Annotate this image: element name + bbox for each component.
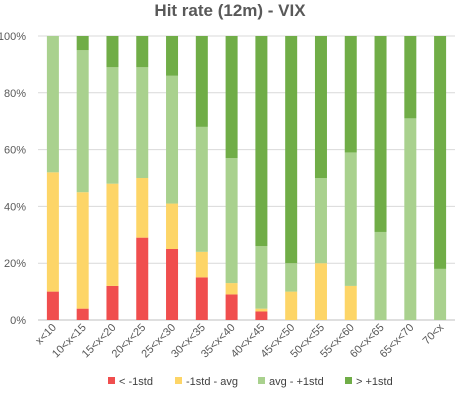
bar-segment (255, 308, 268, 312)
y-tick-label: 60% (4, 145, 26, 157)
legend-label: > +1std (356, 376, 393, 388)
y-tick-label: 100% (0, 31, 26, 43)
bar-segment (255, 36, 268, 247)
chart-title: Hit rate (12m) - VIX (154, 1, 306, 20)
bar-segment (136, 67, 149, 178)
bar-segment (344, 285, 357, 320)
bar-segment (314, 178, 327, 264)
bar-segment (106, 67, 119, 184)
bar-segment (195, 126, 208, 252)
bar-segment (225, 294, 238, 320)
legend-label: -1std - avg (186, 376, 238, 388)
bar-segment (225, 158, 238, 284)
bar-segment (46, 172, 59, 292)
bar-segment (285, 263, 298, 292)
bar-segment (195, 277, 208, 320)
bar-segment (404, 36, 417, 119)
bar-segment (285, 291, 298, 320)
bar-segment (76, 308, 89, 320)
bar-segment (136, 178, 149, 238)
legend-label: < -1std (119, 376, 153, 388)
bar-segment (434, 268, 447, 320)
y-tick-label: 40% (4, 201, 26, 213)
bar-segment (46, 291, 59, 320)
bar-segment (136, 237, 149, 320)
bar-segment (166, 203, 179, 249)
legend-swatch (108, 377, 115, 384)
bar-segment (374, 36, 387, 232)
y-tick-label: 0% (10, 315, 26, 327)
x-tick-label: x<10 (33, 322, 59, 348)
bar-segment (344, 36, 357, 153)
bar-segment (106, 183, 119, 286)
legend-swatch (175, 377, 182, 384)
y-tick-label: 80% (4, 88, 26, 100)
bar-segment (374, 231, 387, 320)
bar-segment (344, 152, 357, 286)
x-tick-label: 70<x (421, 321, 447, 347)
bar-segment (76, 50, 89, 193)
legend-label: avg - +1std (269, 376, 324, 388)
bar-segment (195, 36, 208, 127)
legend-swatch (345, 377, 352, 384)
bar-segment (314, 263, 327, 320)
bar-segment (314, 36, 327, 178)
bar-segment (106, 285, 119, 320)
bar-segment (255, 246, 268, 309)
bar-segment (166, 36, 179, 76)
bar-segment (225, 36, 238, 159)
bar-segment (195, 251, 208, 278)
bar-segment (285, 36, 298, 264)
y-tick-label: 20% (4, 258, 26, 270)
bar-segment (166, 249, 179, 320)
bar-segment (106, 36, 119, 68)
bar-segment (225, 283, 238, 295)
bar-segment (255, 311, 268, 320)
legend-swatch (258, 377, 265, 384)
bar-segment (434, 36, 447, 269)
bar-segment (46, 36, 59, 173)
bar-segment (76, 192, 89, 309)
bar-segment (136, 36, 149, 68)
bar-segment (76, 36, 89, 51)
bar-segment (404, 118, 417, 320)
bar-segment (166, 75, 179, 204)
